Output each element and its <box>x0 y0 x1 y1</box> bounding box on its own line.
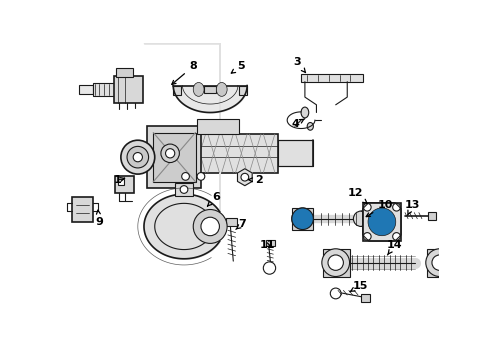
Ellipse shape <box>193 82 203 96</box>
Ellipse shape <box>301 107 308 118</box>
Circle shape <box>263 262 275 274</box>
Bar <box>360 294 369 302</box>
Circle shape <box>133 153 142 162</box>
Circle shape <box>321 249 349 276</box>
Text: 2: 2 <box>248 175 262 185</box>
Circle shape <box>182 172 189 180</box>
Circle shape <box>197 172 204 180</box>
Circle shape <box>392 233 400 240</box>
Bar <box>291 208 313 230</box>
Bar <box>277 140 312 166</box>
Bar <box>147 126 201 188</box>
Ellipse shape <box>216 82 226 96</box>
Circle shape <box>370 211 392 233</box>
Circle shape <box>121 140 154 174</box>
Bar <box>239 86 246 95</box>
Bar <box>79 85 93 94</box>
Bar <box>322 249 349 276</box>
Circle shape <box>180 186 187 193</box>
Circle shape <box>431 255 447 270</box>
Text: 3: 3 <box>293 58 305 73</box>
Bar <box>301 74 362 82</box>
Circle shape <box>363 203 370 211</box>
Bar <box>197 119 239 134</box>
Circle shape <box>296 213 308 225</box>
Text: 8: 8 <box>171 61 197 84</box>
Text: 11: 11 <box>259 240 274 250</box>
Circle shape <box>165 149 174 158</box>
Circle shape <box>353 211 368 226</box>
Circle shape <box>291 208 313 230</box>
Bar <box>114 76 143 103</box>
Bar <box>154 134 277 172</box>
Circle shape <box>363 233 370 240</box>
Bar <box>427 212 435 220</box>
Text: 15: 15 <box>349 281 367 292</box>
Polygon shape <box>237 169 252 186</box>
Bar <box>71 197 93 222</box>
Bar <box>115 176 134 193</box>
Text: 6: 6 <box>207 192 220 206</box>
Bar <box>173 86 181 95</box>
Circle shape <box>241 173 248 181</box>
Text: 7: 7 <box>235 219 246 229</box>
Text: 1: 1 <box>114 175 124 185</box>
Bar <box>118 179 123 185</box>
Circle shape <box>127 147 148 168</box>
Circle shape <box>392 203 400 211</box>
Bar <box>153 132 195 182</box>
Text: 9: 9 <box>95 210 103 227</box>
Circle shape <box>327 255 343 270</box>
Circle shape <box>291 208 313 230</box>
Bar <box>226 218 237 226</box>
Bar <box>265 240 274 247</box>
Text: 5: 5 <box>231 61 244 73</box>
Bar <box>174 183 193 195</box>
Bar <box>203 86 216 93</box>
Text: 14: 14 <box>386 240 402 255</box>
Circle shape <box>161 144 179 163</box>
Text: 10: 10 <box>366 200 393 217</box>
Bar <box>116 68 133 77</box>
Circle shape <box>201 217 219 236</box>
Circle shape <box>425 249 452 276</box>
Bar <box>427 249 453 276</box>
Bar <box>93 83 116 95</box>
Bar <box>362 203 400 241</box>
Circle shape <box>367 208 395 236</box>
Circle shape <box>193 210 226 243</box>
Circle shape <box>329 288 341 299</box>
Text: 13: 13 <box>404 200 420 215</box>
Text: 12: 12 <box>346 188 366 203</box>
Ellipse shape <box>306 122 313 130</box>
Text: 4: 4 <box>291 119 304 129</box>
